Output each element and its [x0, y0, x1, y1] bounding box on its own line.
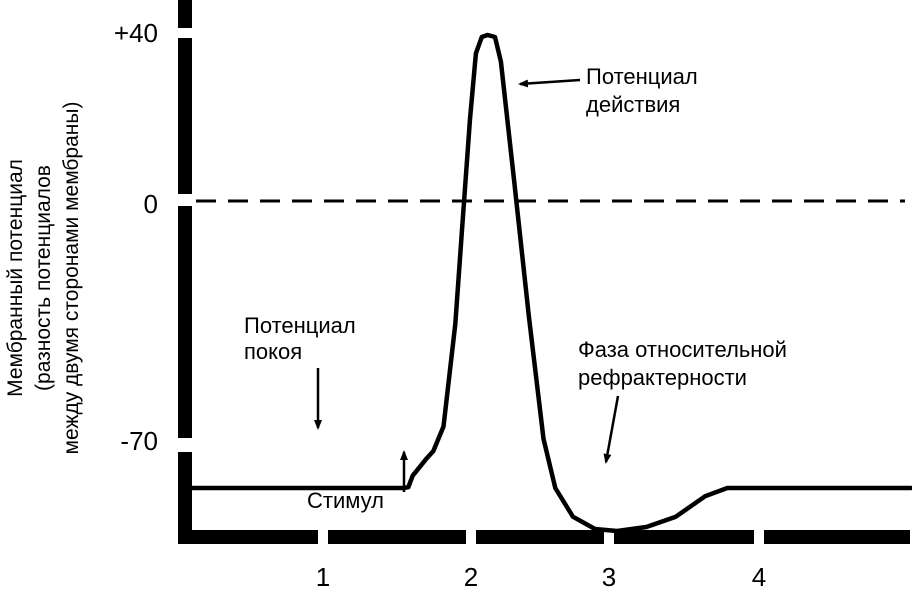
annotation-ap-line-1: Потенциал	[586, 64, 698, 89]
membrane-potential-curve	[188, 32, 912, 534]
x-axis-segment	[614, 530, 754, 544]
annotation-refr-line-1: Фаза относительной	[578, 337, 787, 362]
x-axis-segment	[178, 530, 318, 544]
y-axis-label: Мембранный потенциал (разность потенциал…	[4, 102, 83, 455]
y-tick-label-plus40: +40	[114, 18, 158, 48]
x-tick-label-4: 4	[752, 562, 766, 592]
y-tick-labels: +40 0 -70	[114, 18, 158, 456]
y-axis-segment	[178, 38, 192, 194]
annotation-ap-line-2: действия	[586, 92, 680, 117]
y-axis	[178, 0, 192, 544]
annotation-resting-potential: Потенциал покоя	[244, 313, 356, 430]
annotation-action-potential: Потенциал действия	[518, 64, 698, 117]
y-axis-segment	[178, 0, 192, 28]
annotation-relative-refractory: Фаза относительной рефрактерности	[578, 337, 787, 464]
y-axis-segment	[178, 452, 192, 544]
y-axis-label-line-1: Мембранный потенциал	[4, 159, 27, 397]
x-axis	[178, 530, 910, 544]
x-tick-label-1: 1	[316, 562, 330, 592]
y-tick-label-minus70: -70	[120, 426, 158, 456]
x-tick-labels: 1 2 3 4	[316, 562, 766, 592]
y-axis-label-line-2: (разность потенциалов	[32, 165, 55, 391]
arrow-refr	[603, 395, 620, 464]
x-axis-segment	[328, 530, 466, 544]
annotation-stim-line-1: Стимул	[307, 488, 384, 513]
y-axis-segment	[178, 206, 192, 438]
annotation-rest-line-1: Потенциал	[244, 313, 356, 338]
x-tick-label-2: 2	[464, 562, 478, 592]
annotation-rest-line-2: покоя	[244, 339, 302, 364]
x-axis-segment	[764, 530, 910, 544]
y-axis-label-line-3: между двумя сторонами мембраны)	[60, 102, 83, 455]
annotation-refr-line-2: рефрактерности	[578, 365, 747, 390]
y-tick-label-0: 0	[144, 189, 158, 219]
annotation-stimulus: Стимул	[307, 450, 408, 513]
arrow-ap	[518, 78, 581, 88]
x-axis-segment	[476, 530, 604, 544]
x-tick-label-3: 3	[602, 562, 616, 592]
